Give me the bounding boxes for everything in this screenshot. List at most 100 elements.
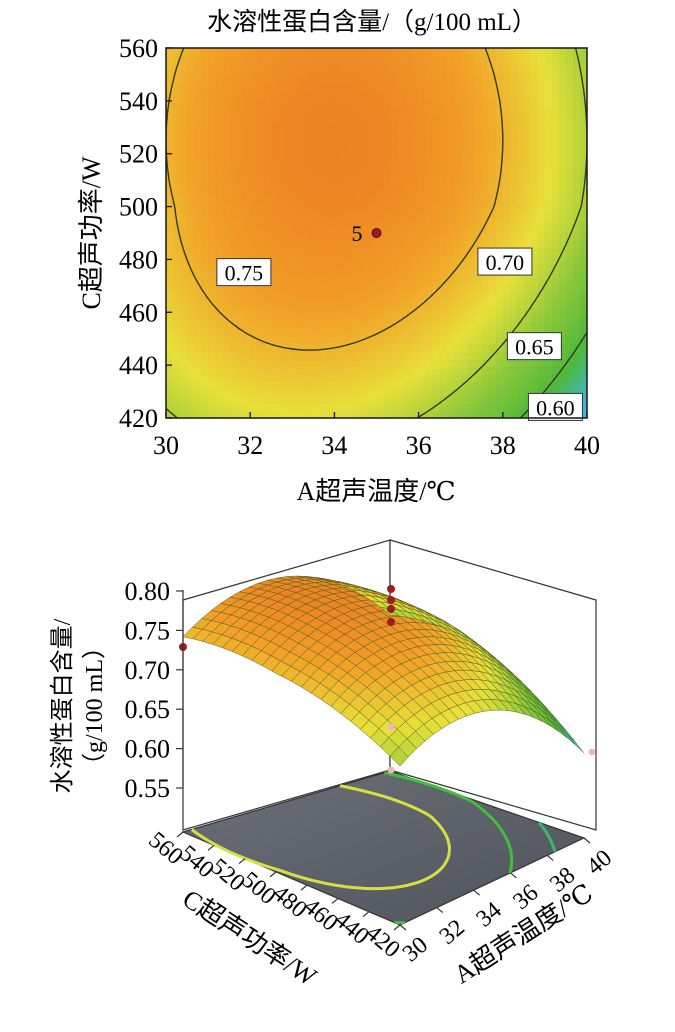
heatmap-cell: [264, 203, 272, 212]
heatmap-cell: [362, 144, 371, 153]
heatmap-cell: [166, 403, 174, 412]
heatmap-cell: [271, 144, 279, 153]
heatmap-cell: [404, 321, 413, 330]
heatmap-cell: [341, 299, 350, 308]
heatmap-cell: [299, 336, 307, 345]
heatmap-cell: [201, 196, 209, 204]
heatmap-cell: [194, 233, 202, 241]
heatmap-cell: [215, 92, 223, 101]
heatmap-cell: [544, 114, 553, 123]
heatmap-cell: [488, 129, 497, 138]
heatmap-cell: [439, 292, 448, 301]
heatmap-cell: [320, 336, 328, 345]
heatmap-cell: [208, 166, 216, 175]
heatmap-cell: [383, 344, 392, 352]
heatmap-cell: [509, 240, 518, 249]
heatmap-cell: [551, 307, 560, 315]
heatmap-cell: [320, 92, 328, 101]
heatmap-cell: [313, 210, 321, 219]
heatmap-cell: [327, 410, 335, 418]
heatmap-cell: [411, 92, 420, 101]
heatmap-cell: [383, 62, 392, 71]
heatmap-cell: [362, 277, 371, 286]
heatmap-cell: [215, 166, 223, 175]
heatmap-cell: [558, 92, 567, 101]
heatmap-cell: [327, 129, 335, 138]
heatmap-cell: [565, 159, 574, 167]
heatmap-cell: [348, 196, 357, 204]
heatmap-cell: [418, 188, 427, 197]
heatmap-cell: [348, 70, 357, 79]
heatmap-cell: [313, 48, 321, 56]
heatmap-cell: [250, 181, 258, 190]
y-tick-label: 560: [119, 34, 158, 63]
heatmap-cell: [369, 373, 378, 382]
heatmap-cell: [432, 129, 441, 138]
heatmap-cell: [348, 358, 357, 367]
heatmap-cell: [166, 99, 174, 108]
heatmap-cell: [495, 196, 504, 204]
heatmap-cell: [544, 173, 553, 182]
heatmap-cell: [236, 344, 244, 352]
heatmap-cell: [537, 255, 546, 264]
heatmap-cell: [229, 114, 237, 123]
heatmap-cell: [292, 114, 300, 123]
heatmap-cell: [173, 225, 181, 234]
heatmap-cell: [355, 173, 364, 182]
heatmap-cell: [327, 388, 335, 397]
heatmap-cell: [271, 151, 279, 160]
heatmap-cell: [572, 151, 581, 160]
heatmap-cell: [299, 262, 307, 271]
heatmap-cell: [271, 48, 279, 56]
heatmap-cell: [488, 48, 497, 56]
heatmap-cell: [166, 166, 174, 175]
heatmap-cell: [278, 366, 286, 375]
heatmap-cell: [467, 255, 476, 264]
heatmap-cell: [292, 307, 300, 315]
heatmap-cell: [495, 114, 504, 123]
heatmap-cell: [383, 48, 392, 56]
heatmap-cell: [376, 240, 385, 249]
heatmap-cell: [404, 62, 413, 71]
heatmap-cell: [579, 136, 587, 145]
heatmap-cell: [201, 70, 209, 79]
heatmap-cell: [579, 159, 587, 167]
heatmap-cell: [495, 77, 504, 86]
heatmap-cell: [292, 299, 300, 308]
heatmap-cell: [390, 159, 399, 167]
heatmap-cell: [215, 358, 223, 367]
heatmap-cell: [425, 203, 434, 212]
heatmap-cell: [467, 92, 476, 101]
contour-x-axis-label: A超声温度/℃: [296, 477, 455, 506]
heatmap-cell: [257, 114, 265, 123]
heatmap-cell: [236, 388, 244, 397]
heatmap-cell: [299, 240, 307, 249]
heatmap-cell: [495, 233, 504, 241]
heatmap-cell: [509, 85, 518, 93]
floor-contour-0.75: [190, 784, 451, 891]
heatmap-cell: [348, 85, 357, 93]
heatmap-cell: [523, 62, 532, 71]
heatmap-cell: [187, 336, 195, 345]
heatmap-cell: [292, 92, 300, 101]
heatmap-cell: [215, 247, 223, 256]
heatmap-cell: [278, 77, 286, 86]
heatmap-cell: [453, 166, 462, 175]
heatmap-cell: [229, 299, 237, 308]
heatmap-cell: [313, 270, 321, 278]
heatmap-cell: [369, 55, 378, 64]
surface-z-axis-label-line2: （g/100 mL）: [82, 635, 108, 777]
heatmap-cell: [481, 62, 490, 71]
heatmap-cell: [250, 48, 258, 56]
heatmap-cell: [215, 85, 223, 93]
heatmap-cell: [397, 196, 406, 204]
heatmap-cell: [271, 314, 279, 323]
heatmap-cell: [285, 388, 293, 397]
heatmap-cell: [222, 136, 230, 145]
heatmap-cell: [341, 196, 350, 204]
heatmap-cell: [432, 77, 441, 86]
heatmap-cell: [341, 292, 350, 301]
heatmap-cell: [383, 366, 392, 375]
heatmap-cell: [530, 159, 539, 167]
heatmap-cell: [565, 151, 574, 160]
